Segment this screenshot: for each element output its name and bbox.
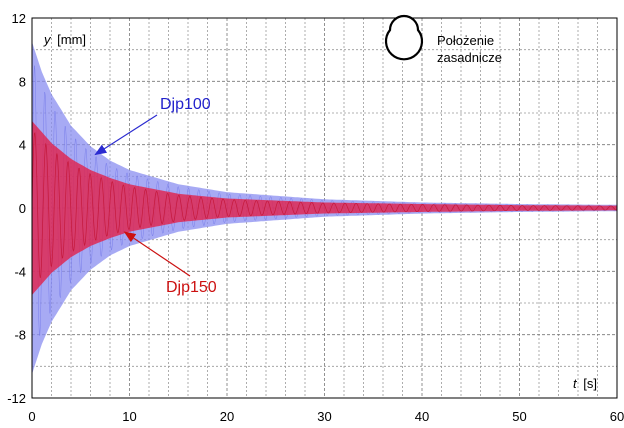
y-tick-label: 4 <box>19 138 26 153</box>
series-bands <box>31 41 618 375</box>
arrow-djp100 <box>94 114 158 156</box>
y-tick-label: 8 <box>19 74 26 89</box>
series-band-djp150 <box>32 120 617 296</box>
y-axis-unit: [mm] <box>57 32 86 47</box>
x-tick-label: 50 <box>512 409 526 424</box>
x-tick-label: 60 <box>610 409 624 424</box>
y-tick-label: -4 <box>14 264 26 279</box>
x-tick-label: 30 <box>317 409 331 424</box>
x-tick-label: 10 <box>122 409 136 424</box>
annotation-line-1: Położenie <box>437 33 494 48</box>
y-tick-label: 0 <box>19 201 26 216</box>
ticks: 0 10 20 30 40 50 60 -12 -8 -4 0 4 8 12 <box>7 11 624 424</box>
y-tick-label: -12 <box>7 391 26 406</box>
arrow-djp150 <box>123 231 191 277</box>
x-tick-label: 20 <box>220 409 234 424</box>
y-tick-label: 12 <box>12 11 26 26</box>
y-axis-variable: y <box>43 32 52 47</box>
cam-shape-icon <box>384 14 424 61</box>
x-tick-label: 40 <box>415 409 429 424</box>
series-label-djp150: Djp150 <box>166 279 217 296</box>
y-tick-label: -8 <box>14 328 26 343</box>
plot-frame <box>31 17 618 399</box>
x-axis-unit: [s] <box>583 376 597 391</box>
annotation-line-2: zasadnicze <box>437 50 502 65</box>
series-label-djp100: Djp100 <box>160 96 211 113</box>
y-axis-label: y [mm] <box>43 32 86 47</box>
series-line-djp150 <box>31 132 618 278</box>
x-tick-label: 0 <box>28 409 35 424</box>
x-axis-variable: t <box>573 376 578 391</box>
x-axis-label: t [s] <box>573 376 597 391</box>
